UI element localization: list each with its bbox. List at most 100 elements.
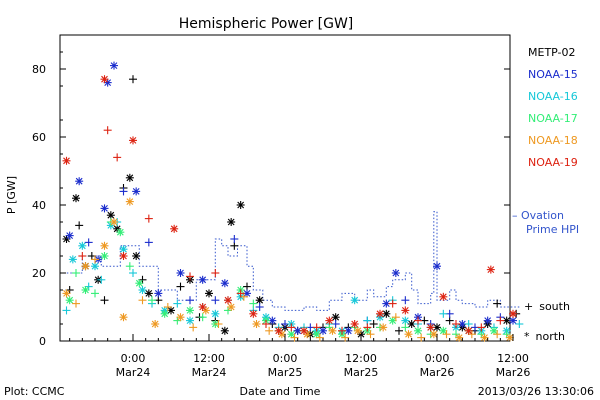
data-point-noaa-17 <box>135 279 144 288</box>
data-point-noaa-19 <box>224 296 232 305</box>
data-point-metp-02 <box>72 194 80 203</box>
data-point-noaa-18 <box>353 326 362 335</box>
data-point-noaa-16 <box>464 320 473 328</box>
data-point-noaa-19 <box>144 214 153 223</box>
data-point-noaa-19 <box>350 320 359 328</box>
data-point-noaa-19 <box>211 269 220 277</box>
data-point-noaa-18 <box>119 313 128 322</box>
legend-item-noaa-17: NOAA-17 <box>528 112 578 125</box>
data-point-noaa-18 <box>72 299 80 308</box>
data-point-noaa-18 <box>91 255 99 264</box>
data-point-noaa-16 <box>401 316 410 325</box>
data-point-noaa-16 <box>78 241 87 250</box>
data-point-metp-02 <box>493 299 502 308</box>
data-point-noaa-19 <box>262 320 270 328</box>
data-point-metp-02 <box>106 211 115 220</box>
data-point-noaa-19 <box>464 326 473 335</box>
data-point-noaa-16 <box>68 255 77 264</box>
x-tick-date: Mar25 <box>268 366 303 379</box>
data-point-noaa-19 <box>129 136 137 145</box>
data-point-noaa-16 <box>186 316 194 325</box>
data-point-noaa-17 <box>72 269 80 277</box>
data-point-noaa-19 <box>496 316 505 325</box>
data-point-noaa-19 <box>78 252 87 260</box>
data-point-noaa-17 <box>65 296 74 305</box>
data-point-noaa-18 <box>366 330 375 339</box>
data-point-noaa-17 <box>148 296 156 305</box>
data-point-noaa-15 <box>198 275 207 284</box>
chart-title: Hemispheric Power [GW] <box>179 16 354 32</box>
data-point-noaa-15 <box>110 61 118 70</box>
data-point-noaa-15 <box>211 296 220 305</box>
data-point-noaa-18 <box>214 320 223 328</box>
x-tick-date: Mar24 <box>192 366 227 379</box>
data-point-metp-02 <box>331 313 340 322</box>
data-point-noaa-18 <box>455 333 464 342</box>
data-point-noaa-19 <box>477 323 486 332</box>
data-point-noaa-19 <box>376 309 384 318</box>
data-point-noaa-19 <box>100 75 109 84</box>
data-point-noaa-15 <box>100 204 109 213</box>
data-point-noaa-18 <box>417 333 426 342</box>
data-point-noaa-19 <box>236 289 245 298</box>
legend-item-noaa-18: NOAA-18 <box>528 134 578 147</box>
data-point-metp-02 <box>445 316 454 325</box>
x-tick-time: 12:00 <box>345 352 377 365</box>
data-point-noaa-15 <box>509 316 517 325</box>
data-point-noaa-18 <box>81 262 90 271</box>
data-point-noaa-15 <box>144 238 153 247</box>
data-point-noaa-17 <box>125 262 134 271</box>
data-point-metp-02 <box>129 75 137 84</box>
y-tick-label: 80 <box>32 63 46 76</box>
data-point-noaa-16 <box>515 320 524 328</box>
data-point-noaa-16 <box>62 306 71 315</box>
data-point-noaa-18 <box>379 323 388 332</box>
data-point-noaa-17 <box>198 313 207 322</box>
data-point-noaa-18 <box>62 289 71 298</box>
data-point-noaa-19 <box>186 272 194 281</box>
data-point-noaa-19 <box>103 126 112 135</box>
data-point-noaa-18 <box>252 320 261 328</box>
data-point-noaa-19 <box>287 323 296 332</box>
legend-item-noaa-19: NOAA-19 <box>528 156 578 169</box>
data-point-noaa-16 <box>439 309 448 318</box>
x-tick-date: Mar24 <box>116 366 151 379</box>
data-point-noaa-17 <box>439 326 448 335</box>
data-point-noaa-19 <box>439 292 448 301</box>
data-point-noaa-18 <box>163 303 172 311</box>
data-point-noaa-15 <box>186 296 194 305</box>
data-point-noaa-15 <box>391 269 400 277</box>
data-point-noaa-19 <box>300 326 308 335</box>
data-point-noaa-17 <box>186 306 194 315</box>
data-point-noaa-16 <box>350 296 359 305</box>
y-axis-label: P [GW] <box>5 176 18 214</box>
data-point-metp-02 <box>75 221 84 230</box>
data-point-metp-02 <box>100 296 109 305</box>
y-tick-label: 20 <box>32 267 46 280</box>
data-point-noaa-18 <box>227 303 236 311</box>
data-point-noaa-18 <box>290 333 299 342</box>
data-point-noaa-16 <box>97 275 106 284</box>
data-point-noaa-18 <box>265 326 274 335</box>
data-point-noaa-19 <box>119 252 128 260</box>
data-point-noaa-19 <box>414 316 422 325</box>
data-point-noaa-17 <box>249 299 258 308</box>
data-point-metp-02 <box>243 282 251 291</box>
data-point-noaa-19 <box>62 156 71 165</box>
data-point-metp-02 <box>502 316 511 325</box>
x-axis-label: Date and Time <box>240 385 321 398</box>
data-point-noaa-15 <box>65 231 74 240</box>
ovation-hpi-line <box>63 211 520 311</box>
data-point-noaa-18 <box>391 313 400 322</box>
data-point-noaa-17 <box>81 286 90 294</box>
y-tick-label: 60 <box>32 131 46 144</box>
plot-timestamp: 2013/03/26 13:30:06 <box>478 385 594 398</box>
legend-marker-north: * north <box>524 330 565 343</box>
data-point-noaa-19 <box>249 309 258 318</box>
data-point-noaa-15 <box>230 235 239 243</box>
data-point-noaa-18 <box>505 333 514 342</box>
data-point-noaa-16 <box>129 269 137 277</box>
data-point-noaa-17 <box>401 323 410 332</box>
data-point-noaa-18 <box>189 323 198 332</box>
